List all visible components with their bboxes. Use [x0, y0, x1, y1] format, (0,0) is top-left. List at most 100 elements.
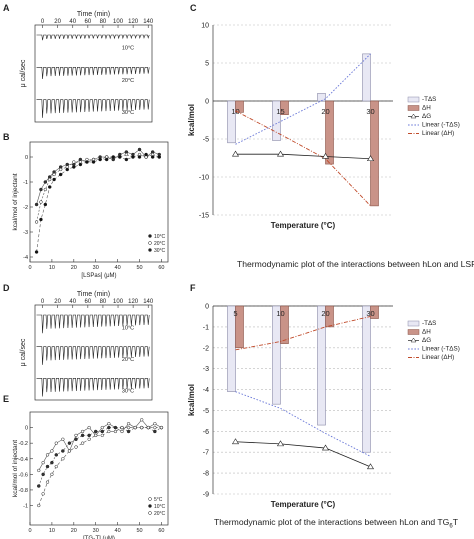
- thermo-ytick-label-f: -7: [203, 450, 209, 457]
- thermo-dg-marker-f-3: [366, 463, 375, 470]
- thermo-legend-label-c-2: ΔG: [422, 113, 431, 120]
- iso-point-e-0: [41, 461, 45, 465]
- thermo-bar-tds-f-2: [317, 305, 326, 426]
- iso-point-e-0: [153, 422, 157, 426]
- iso-point-b-2: [34, 250, 39, 254]
- iso-point-b-1: [52, 172, 56, 177]
- iso-ytick-label-e: -0.4: [19, 457, 28, 463]
- thermo-legend-label-f-3: Linear (-TΔS): [422, 346, 460, 353]
- iso-point-b-0: [137, 147, 142, 152]
- thermo-ytick-label-c: 5: [205, 61, 209, 68]
- panel-letter-f: F: [190, 283, 196, 293]
- thermo-ytick-label-f: -4: [203, 387, 209, 394]
- iso-point-e-1: [107, 425, 111, 430]
- iso-xtick-label-e: 30: [93, 528, 99, 534]
- thermo-ylabel-c: kcal/mol: [187, 104, 196, 136]
- iso-point-b-1: [48, 177, 52, 182]
- panel-letter-b: B: [3, 132, 10, 142]
- thermo-xlabel-f: Temperature (°C): [271, 500, 336, 509]
- thermo-legend-marker-f: [410, 337, 417, 343]
- thermo-category-label-f-3: 30: [366, 309, 374, 318]
- iso-point-b-2: [58, 172, 63, 177]
- thermo-legend-swatch-f-0: [407, 320, 420, 327]
- iso-point-b-0: [34, 202, 39, 207]
- iso-point-e-1: [41, 472, 45, 477]
- panel-letter-e: E: [3, 394, 9, 404]
- thermo-legend-label-c-0: -TΔS: [422, 96, 436, 103]
- iso-point-e-2: [120, 425, 124, 430]
- thermo-bar-tds-f-1: [272, 305, 281, 405]
- itc-series-label-d-1: 20°C: [122, 357, 134, 363]
- thermo-legend-label-c-3: Linear (-TΔS): [422, 122, 460, 129]
- iso-ytick-label-b: -2: [23, 205, 28, 211]
- iso-point-b-0: [43, 180, 48, 184]
- iso-xtick-label-e: 10: [49, 528, 55, 534]
- iso-xtick-label-b: 50: [136, 265, 142, 271]
- thermo-legend-label-f-1: ΔH: [422, 329, 431, 336]
- thermo-legend-label-c-4: Linear (ΔH): [422, 130, 454, 137]
- iso-fit-line-e-2: [38, 427, 162, 506]
- caption-f-sub: 6: [449, 523, 453, 530]
- caption-f: Thermodynamic plot of the interactions b…: [214, 517, 458, 530]
- thermo-ytick-label-c: -5: [203, 137, 209, 144]
- iso-point-e-0: [126, 422, 131, 426]
- iso-point-e-2: [67, 449, 72, 453]
- iso-point-e-1: [45, 464, 50, 469]
- iso-frame-e: [29, 411, 169, 526]
- thermo-bar-tds-f-3: [362, 305, 371, 453]
- itc-tick-label-a: 120: [128, 19, 139, 25]
- iso-point-b-2: [39, 217, 43, 222]
- iso-point-e-0: [61, 437, 65, 441]
- thermo-linear-dh-f: [235, 316, 371, 351]
- thermo-category-label-f-1: 10: [276, 309, 284, 318]
- itc-tick-label-d: 120: [128, 299, 139, 305]
- iso-point-e-1: [126, 429, 131, 434]
- thermo-bar-dh-c-2: [325, 100, 334, 165]
- iso-point-b-1: [34, 220, 39, 224]
- thermo-dg-line-c: [235, 153, 371, 160]
- thermo-dg-line-f: [235, 441, 371, 468]
- itc-tick-label-a: 140: [143, 19, 154, 25]
- itc-ylabel-d: μ cal/sec: [20, 338, 27, 366]
- iso-xtick-label-e: 60: [158, 528, 164, 534]
- thermo-category-label-c-0: 10: [231, 107, 239, 116]
- iso-point-e-0: [100, 425, 104, 430]
- iso-legend-label-b-2: 30°C: [154, 248, 166, 254]
- thermo-bar-dh-f-0: [235, 305, 244, 349]
- iso-xtick-label-e: 50: [136, 528, 142, 534]
- thermo-bar-tds-f-0: [227, 305, 236, 392]
- thermo-dg-marker-c-0: [231, 150, 240, 157]
- thermo-legend-label-f-2: ΔG: [422, 337, 431, 344]
- iso-point-b-1: [124, 152, 129, 157]
- iso-point-e-2: [74, 445, 78, 449]
- thermo-category-label-f-2: 20: [321, 309, 329, 318]
- thermo-linear-tds-f: [235, 391, 371, 457]
- itc-title-a: Time (min): [77, 11, 110, 18]
- iso-legend-marker-b-1: [148, 241, 152, 245]
- iso-point-b-1: [39, 200, 43, 204]
- thermo-ytick-label-f: -1: [203, 324, 209, 331]
- iso-point-b-2: [47, 185, 52, 189]
- thermo-bar-dh-c-1: [280, 100, 289, 115]
- thermo-xlabel-c: Temperature (°C): [271, 221, 336, 230]
- thermo-ytick-label-f: -8: [203, 471, 209, 478]
- iso-xtick-label-b: 20: [71, 265, 77, 271]
- iso-point-e-2: [54, 464, 58, 469]
- iso-ytick-label-e: -0.6: [19, 472, 28, 478]
- iso-point-b-2: [91, 160, 96, 164]
- thermo-ytick-label-f: -2: [203, 345, 209, 352]
- iso-xtick-label-e: 20: [71, 528, 77, 534]
- iso-legend-marker-e-1: [148, 504, 152, 508]
- thermo-legend-label-c-1: ΔH: [422, 105, 431, 112]
- iso-fit-line-b-1: [36, 154, 160, 223]
- iso-point-e-0: [80, 429, 85, 434]
- iso-point-e-2: [140, 425, 144, 430]
- iso-point-e-1: [67, 441, 72, 445]
- iso-point-e-0: [140, 418, 144, 422]
- itc-title-d: Time (min): [77, 291, 110, 298]
- thermo-ytick-label-c: -15: [199, 213, 209, 220]
- itc-frame-d: [34, 304, 153, 401]
- iso-point-e-2: [50, 472, 54, 476]
- iso-point-e-0: [107, 422, 111, 426]
